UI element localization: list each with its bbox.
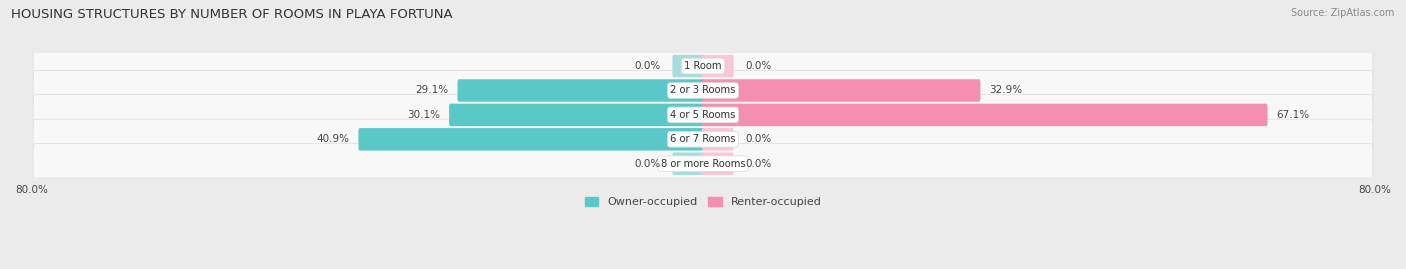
Text: 6 or 7 Rooms: 6 or 7 Rooms bbox=[671, 134, 735, 144]
Text: 0.0%: 0.0% bbox=[634, 159, 661, 169]
Text: 0.0%: 0.0% bbox=[634, 61, 661, 71]
Text: 32.9%: 32.9% bbox=[990, 86, 1022, 95]
Text: 0.0%: 0.0% bbox=[745, 61, 772, 71]
FancyBboxPatch shape bbox=[359, 128, 704, 151]
FancyBboxPatch shape bbox=[672, 153, 704, 175]
FancyBboxPatch shape bbox=[34, 95, 1372, 135]
FancyBboxPatch shape bbox=[702, 153, 734, 175]
Text: 8 or more Rooms: 8 or more Rooms bbox=[661, 159, 745, 169]
FancyBboxPatch shape bbox=[702, 79, 980, 102]
Text: 40.9%: 40.9% bbox=[316, 134, 350, 144]
Text: 0.0%: 0.0% bbox=[745, 159, 772, 169]
FancyBboxPatch shape bbox=[702, 128, 734, 151]
FancyBboxPatch shape bbox=[34, 144, 1372, 184]
Text: HOUSING STRUCTURES BY NUMBER OF ROOMS IN PLAYA FORTUNA: HOUSING STRUCTURES BY NUMBER OF ROOMS IN… bbox=[11, 8, 453, 21]
Text: 2 or 3 Rooms: 2 or 3 Rooms bbox=[671, 86, 735, 95]
Text: 0.0%: 0.0% bbox=[745, 134, 772, 144]
FancyBboxPatch shape bbox=[449, 104, 704, 126]
FancyBboxPatch shape bbox=[702, 104, 1268, 126]
Text: 30.1%: 30.1% bbox=[408, 110, 440, 120]
FancyBboxPatch shape bbox=[457, 79, 704, 102]
Legend: Owner-occupied, Renter-occupied: Owner-occupied, Renter-occupied bbox=[581, 192, 825, 211]
Text: 67.1%: 67.1% bbox=[1277, 110, 1309, 120]
Text: 29.1%: 29.1% bbox=[416, 86, 449, 95]
FancyBboxPatch shape bbox=[34, 46, 1372, 86]
FancyBboxPatch shape bbox=[672, 55, 704, 77]
Text: 1 Room: 1 Room bbox=[685, 61, 721, 71]
Text: Source: ZipAtlas.com: Source: ZipAtlas.com bbox=[1291, 8, 1395, 18]
FancyBboxPatch shape bbox=[34, 119, 1372, 160]
Text: 4 or 5 Rooms: 4 or 5 Rooms bbox=[671, 110, 735, 120]
FancyBboxPatch shape bbox=[702, 55, 734, 77]
FancyBboxPatch shape bbox=[34, 70, 1372, 111]
